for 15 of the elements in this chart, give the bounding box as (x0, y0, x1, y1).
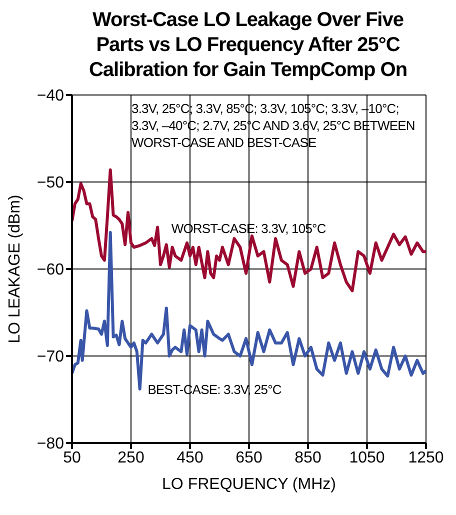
chart-title: Worst-Case LO Leakage Over Five Parts vs LO Frequency After 25°C Calibration for Gain TempComp On (88, 8, 408, 83)
y-axis-title: LO LEAKAGE (dBm) (6, 194, 24, 344)
x-tick-label: 1250 (408, 449, 444, 466)
x-tick-label: 1050 (349, 449, 385, 466)
y-tick-label: −70 (36, 348, 64, 366)
x-axis-title: LO FREQUENCY (MHz) (162, 476, 336, 493)
x-tick-label: 450 (176, 449, 204, 466)
x-tick-label: 850 (294, 449, 322, 466)
y-tick-label: −80 (36, 436, 64, 453)
y-tick-label: −60 (36, 262, 64, 279)
x-tick-label: 250 (118, 449, 144, 466)
y-tick-label: −40 (36, 88, 64, 105)
y-tick-label: −50 (36, 174, 64, 192)
x-tick-label: 50 (63, 449, 81, 466)
x-tick-label: 650 (236, 449, 262, 466)
